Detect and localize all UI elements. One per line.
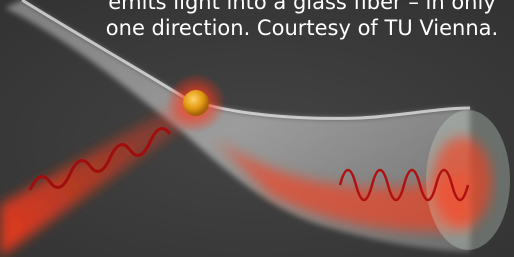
screenshot: emits light into a glass fiber – in only… — [0, 0, 514, 257]
atom — [183, 90, 209, 116]
caption-line: one direction. Courtesy of TU Vienna. — [0, 14, 514, 42]
fiber-end-glow — [432, 137, 492, 227]
